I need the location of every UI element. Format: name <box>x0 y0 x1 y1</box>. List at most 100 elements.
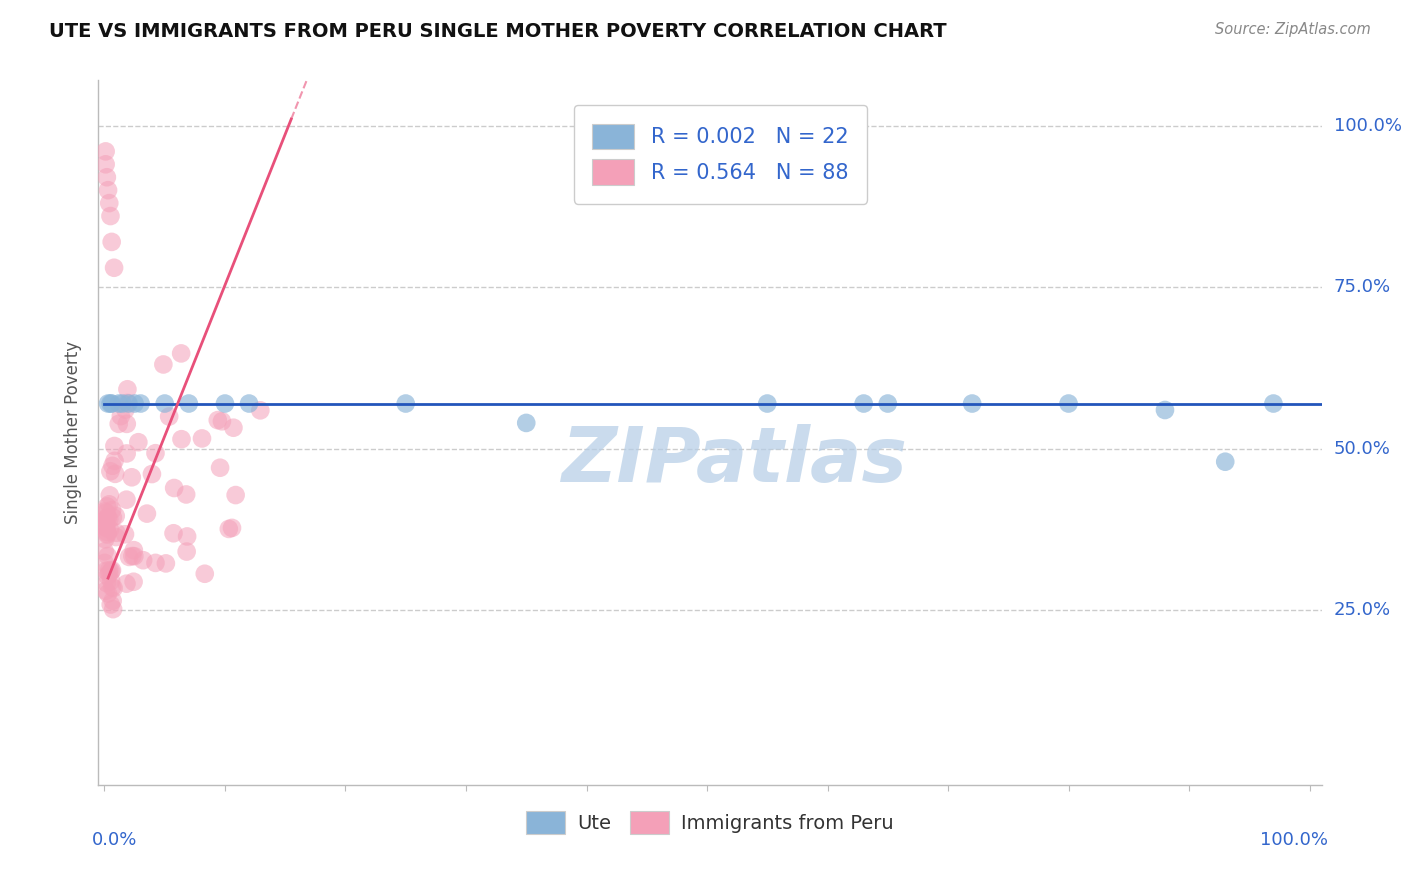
Point <box>97 569 120 583</box>
Point <box>170 432 193 446</box>
Point <box>117 396 139 410</box>
Point <box>177 396 200 410</box>
Point <box>121 470 143 484</box>
Text: 25.0%: 25.0% <box>1334 601 1391 619</box>
Point <box>98 563 121 577</box>
Text: 75.0%: 75.0% <box>1334 278 1391 296</box>
Point <box>94 511 117 525</box>
Point <box>163 481 186 495</box>
Point <box>96 500 118 514</box>
Point <box>110 409 132 424</box>
Point <box>100 564 122 578</box>
Point <box>104 467 127 481</box>
Point <box>876 396 898 410</box>
Point <box>98 497 121 511</box>
Point <box>141 467 163 481</box>
Point <box>117 396 139 410</box>
Y-axis label: Single Mother Poverty: Single Mother Poverty <box>65 341 83 524</box>
Point <box>122 543 145 558</box>
Point <box>214 396 236 410</box>
Point <box>756 396 779 410</box>
Legend: Ute, Immigrants from Peru: Ute, Immigrants from Peru <box>519 803 901 842</box>
Point <box>129 396 152 410</box>
Point <box>176 544 198 558</box>
Point <box>94 157 117 171</box>
Point <box>238 396 260 410</box>
Point <box>98 512 121 526</box>
Point <box>94 145 117 159</box>
Point <box>97 396 120 410</box>
Point <box>155 557 177 571</box>
Point <box>98 523 121 537</box>
Point <box>115 446 138 460</box>
Point <box>101 510 124 524</box>
Point <box>94 513 117 527</box>
Point <box>174 487 197 501</box>
Point <box>96 524 118 539</box>
Point <box>153 396 176 410</box>
Point <box>515 416 537 430</box>
Point <box>152 358 174 372</box>
Point <box>100 209 122 223</box>
Point <box>127 435 149 450</box>
Point <box>115 417 138 431</box>
Text: ZIPatlas: ZIPatlas <box>561 424 907 498</box>
Text: Source: ZipAtlas.com: Source: ZipAtlas.com <box>1215 22 1371 37</box>
Point <box>94 513 117 527</box>
Point <box>157 409 180 424</box>
Point <box>218 522 240 536</box>
Point <box>107 417 129 431</box>
Point <box>96 521 118 535</box>
Point <box>100 396 122 410</box>
Point <box>103 581 125 595</box>
Point <box>108 396 131 410</box>
Point <box>103 439 125 453</box>
Point <box>115 576 138 591</box>
Point <box>395 396 418 410</box>
Point <box>145 446 167 460</box>
Point <box>1213 455 1236 469</box>
Point <box>101 503 124 517</box>
Point <box>1263 396 1285 410</box>
Point <box>852 396 875 410</box>
Point <box>94 533 117 547</box>
Point <box>97 586 120 600</box>
Point <box>194 566 217 581</box>
Point <box>145 556 167 570</box>
Point <box>93 544 115 558</box>
Point <box>96 564 118 578</box>
Point <box>221 521 243 535</box>
Point <box>97 549 120 563</box>
Point <box>170 346 193 360</box>
Point <box>135 507 157 521</box>
Point <box>97 511 120 525</box>
Point <box>211 414 233 428</box>
Point <box>117 382 139 396</box>
Point <box>94 520 117 534</box>
Point <box>93 504 115 518</box>
Point <box>225 488 247 502</box>
Point <box>1057 396 1080 410</box>
Point <box>118 549 141 564</box>
Point <box>93 516 115 531</box>
Point <box>1154 403 1177 417</box>
Point <box>101 602 124 616</box>
Point <box>97 183 120 197</box>
Point <box>104 508 127 523</box>
Point <box>191 432 214 446</box>
Point <box>100 598 122 612</box>
Point <box>207 413 229 427</box>
Point <box>105 530 128 544</box>
Point <box>93 556 115 570</box>
Point <box>96 527 118 541</box>
Text: 100.0%: 100.0% <box>1334 117 1402 135</box>
Point <box>96 576 118 591</box>
Point <box>103 260 125 275</box>
Point <box>209 460 232 475</box>
Point <box>114 402 136 417</box>
Point <box>222 421 245 435</box>
Point <box>115 492 138 507</box>
Point <box>96 526 118 541</box>
Point <box>96 170 118 185</box>
Point <box>176 529 198 543</box>
